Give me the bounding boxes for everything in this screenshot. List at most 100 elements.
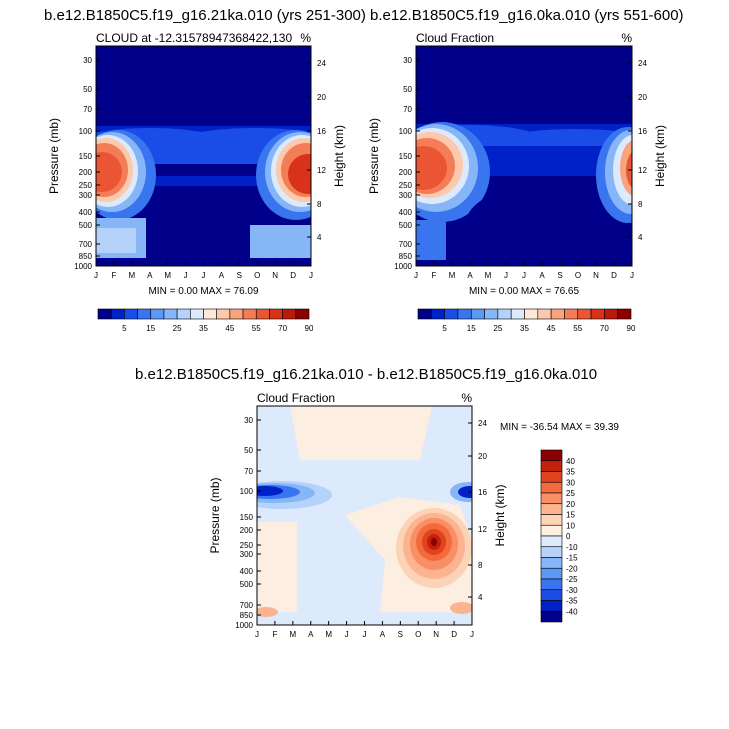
panel1-y-tick-label: 30 — [83, 56, 92, 65]
panel2-colorbar-label: 55 — [573, 324, 582, 333]
panel1-y2-tick-label: 8 — [317, 200, 322, 209]
panel2-y-tick-label: 250 — [399, 181, 413, 190]
panel3-stats: MIN = -36.54 MAX = 39.39 — [500, 422, 619, 433]
panel1-y-tick-label: 300 — [79, 191, 93, 200]
panel1-colorbar-box — [295, 308, 310, 320]
panel3-colorbar-label: 35 — [566, 468, 575, 477]
panel2-y2-tick-label: 8 — [638, 200, 643, 209]
panel1-colorbar-box — [124, 308, 138, 320]
panel3-x-tick-label: J — [470, 630, 474, 639]
panel3-x-tick-label: J — [363, 630, 367, 639]
panel3-y2-tick-label: 4 — [478, 593, 483, 602]
panel1-colorbar-label: 45 — [225, 324, 234, 333]
panel3-colorbar-label: 20 — [566, 500, 575, 509]
panel1-lower-core — [162, 191, 238, 255]
panel3-y-tick-label: 200 — [240, 526, 254, 535]
panel1-colorbar-label: 5 — [122, 324, 127, 333]
panel2-y2-tick-label: 12 — [638, 166, 647, 175]
panel2-colorbar-label: 35 — [520, 324, 529, 333]
panel1-colorbar-label: 25 — [173, 324, 182, 333]
panel2-x-tick-label: D — [611, 271, 617, 280]
panel1-stats: MIN = 0.00 MAX = 76.09 — [148, 286, 258, 297]
panel3-x-tick-label: S — [398, 630, 403, 639]
panel2-stats: MIN = 0.00 MAX = 76.65 — [469, 286, 579, 297]
panel2-x-tick-label: N — [593, 271, 599, 280]
panel1-y-tick-label: 250 — [79, 181, 93, 190]
panel2-x-tick-label: M — [449, 271, 456, 280]
panel1-colorbar-box — [150, 308, 165, 320]
panel1-x-tick-label: J — [309, 271, 313, 280]
panel3-right-string: % — [461, 391, 472, 405]
panel3-y2-tick-label: 8 — [478, 561, 483, 570]
panel1-x-tick-label: F — [111, 271, 116, 280]
panel3-y2-tick-label: 24 — [478, 419, 487, 428]
panel2-colorbar-label: 90 — [627, 324, 636, 333]
panel2-x-tick-label: J — [522, 271, 526, 280]
panel1-y2-tick-label: 24 — [317, 59, 326, 68]
panel3-x-tick-label: F — [272, 630, 277, 639]
axes-decoration: J F M A M J J A S O N D J305070100150200250300400500… — [47, 31, 667, 639]
panel2-colorbar-box — [431, 308, 445, 320]
panel2-y2-axis-label: Height (km) — [653, 125, 667, 187]
panel1-y2-axis-label: Height (km) — [332, 125, 346, 187]
panel1-mid-low-band — [96, 176, 311, 186]
panel3-y2-axis-label: Height (km) — [493, 484, 507, 546]
panel3-colorbar-label: -10 — [566, 543, 578, 552]
panel3-colorbar-label: -40 — [566, 607, 578, 616]
panel2-y-tick-label: 1000 — [394, 262, 412, 271]
panel3-colorbar-label: 40 — [566, 457, 575, 466]
panel2-colorbar-label: 45 — [547, 324, 556, 333]
panel3-colorbar-label: 25 — [566, 489, 575, 498]
panel2-colorbar-box — [457, 308, 472, 320]
panel2-y2-tick-label: 24 — [638, 59, 647, 68]
panel2-y-tick-label: 30 — [403, 56, 412, 65]
panel1-left-string: CLOUD at -12.31578947368422,130 — [96, 31, 292, 45]
panel1-colorbar-box — [190, 308, 204, 320]
panel3-colorbar-label: -35 — [566, 597, 578, 606]
panel1-y-tick-label: 200 — [79, 168, 93, 177]
panel2-colorbar-box — [590, 308, 605, 320]
panel2-colorbar-box — [497, 308, 512, 320]
panel3-lower-right-positive — [450, 602, 472, 614]
panel3-colorbar-box — [540, 524, 563, 537]
panel1-plot — [96, 46, 311, 266]
panel2-colorbar-label: 25 — [493, 324, 502, 333]
panel3-y2-tick-label: 20 — [478, 452, 487, 461]
panel3-colorbar-label: -15 — [566, 554, 578, 563]
panel3-x-tick-label: D — [451, 630, 457, 639]
panel3-colorbar-box — [540, 535, 563, 548]
panel3-colorbar-box — [540, 557, 563, 569]
panel1-y2-tick-label: 4 — [317, 233, 322, 242]
panel3-colorbar-box — [540, 578, 563, 591]
panel1-y-tick-label: 850 — [79, 252, 93, 261]
panel2-y-tick-label: 150 — [399, 152, 413, 161]
panel1-colorbar-label: 35 — [199, 324, 208, 333]
panel1-title: b.e12.B1850C5.f19_g16.21ka.010 (yrs 251-… — [44, 7, 366, 24]
panel1-y-axis-label: Pressure (mb) — [47, 118, 61, 194]
panel2-title: b.e12.B1850C5.f19_g16.0ka.010 (yrs 551-6… — [370, 7, 684, 24]
panel3-x-tick-label: A — [380, 630, 386, 639]
panel2-colorbar-box — [564, 308, 579, 320]
panel2-colorbar-label: 5 — [442, 324, 447, 333]
panel2-y-tick-label: 500 — [399, 221, 413, 230]
panel1-colorbar-box — [255, 308, 270, 320]
panel3-y-axis-label: Pressure (mb) — [208, 477, 222, 553]
panel3-x-tick-label: O — [415, 630, 421, 639]
panel1-colorbar-box — [229, 308, 244, 320]
panel2-y-tick-label: 70 — [403, 105, 412, 114]
panel1-y2-tick-label: 20 — [317, 93, 326, 102]
panel1-x-tick-label: J — [94, 271, 98, 280]
panel3-y-tick-label: 400 — [240, 567, 254, 576]
panel2-x-tick-label: S — [557, 271, 562, 280]
panel3-upper-positive — [290, 406, 432, 460]
panel1-y-tick-label: 1000 — [74, 262, 92, 271]
panel2-colorbar-box — [617, 308, 632, 320]
panel3-x-tick-label: J — [345, 630, 349, 639]
panel2-y-tick-label: 300 — [399, 191, 413, 200]
panel3-colorbar-box — [540, 449, 563, 462]
panel2-x-tick-label: J — [630, 271, 634, 280]
panel2-x-tick-label: A — [539, 271, 545, 280]
panel2-colorbar-box — [604, 308, 618, 320]
panel2-y-axis-label: Pressure (mb) — [367, 118, 381, 194]
panel3-colorbar-label: 0 — [566, 532, 571, 541]
